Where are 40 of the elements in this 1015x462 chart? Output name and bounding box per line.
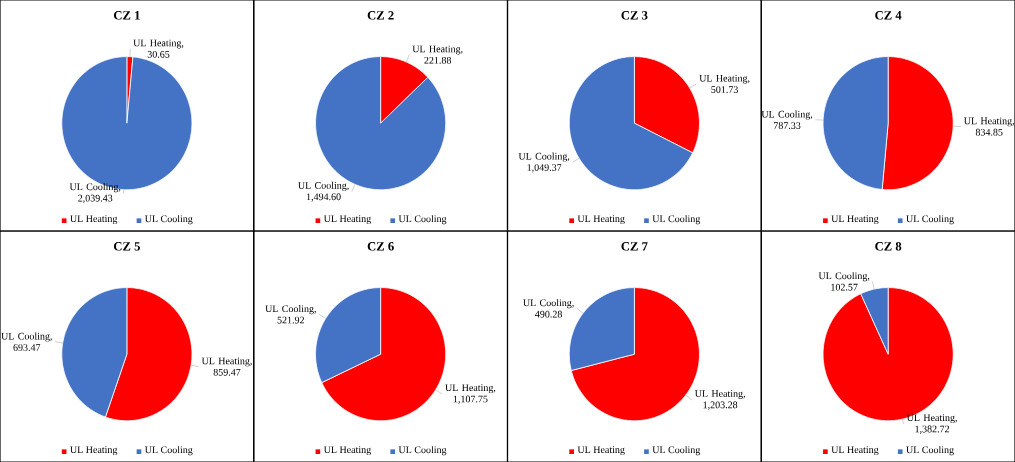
chart-title: CZ 6 <box>367 242 394 251</box>
legend-label: UL Heating <box>831 215 879 225</box>
legend-label: UL Cooling <box>906 446 954 456</box>
data-label: UL Heating, 221.88 <box>412 45 463 64</box>
data-label: UL Heating, 1,203.28 <box>694 390 745 410</box>
data-label: UL Heating, 859.47 <box>201 357 252 376</box>
data-label: UL Cooling, 1,494.60 <box>298 181 349 202</box>
chart-title: CZ 3 <box>621 11 648 20</box>
data-label: UL Cooling, 521.92 <box>265 305 316 324</box>
legend-label: UL Cooling <box>398 215 447 225</box>
legend-label: UL Cooling <box>144 446 193 456</box>
legend-label: UL Heating <box>70 215 118 225</box>
data-label: UL Heating, 834.85 <box>963 117 1014 136</box>
chart-title: CZ 8 <box>875 242 902 251</box>
legend-label: UL Heating <box>577 446 625 456</box>
data-label: UL Cooling, 1,049.37 <box>518 152 570 173</box>
data-label: UL Cooling, 490.28 <box>523 299 574 318</box>
data-label: UL Heating, 30.65 <box>133 39 184 58</box>
chart-title: CZ 4 <box>875 11 902 20</box>
legend-label: UL Heating <box>323 215 371 225</box>
legend-label: UL Cooling <box>652 215 701 225</box>
chart-title: CZ 7 <box>621 242 648 251</box>
legend-label: UL Heating <box>323 446 371 456</box>
data-label: UL Heating, 501.73 <box>699 74 750 93</box>
data-label: UL Cooling, 693.47 <box>1 332 52 351</box>
legend-label: UL Cooling <box>906 215 954 225</box>
legend-label: UL Cooling <box>144 215 193 225</box>
data-label: UL Cooling, 102.57 <box>818 272 870 291</box>
data-label: UL Heating, 1,107.75 <box>445 384 496 404</box>
chart-title: CZ 5 <box>113 242 140 251</box>
chart-title: CZ 1 <box>113 11 140 20</box>
chart-title: CZ 2 <box>367 11 394 20</box>
legend-label: UL Cooling <box>652 446 701 456</box>
legend-label: UL Heating <box>831 446 879 456</box>
data-label: UL Heating, 1,382.72 <box>906 414 957 434</box>
legend-label: UL Cooling <box>398 446 447 456</box>
legend-label: UL Heating <box>70 446 118 456</box>
data-label: UL Cooling, 787.33 <box>761 110 813 129</box>
data-label: UL Cooling, 2,039.43 <box>69 183 121 203</box>
legend-label: UL Heating <box>577 215 625 225</box>
